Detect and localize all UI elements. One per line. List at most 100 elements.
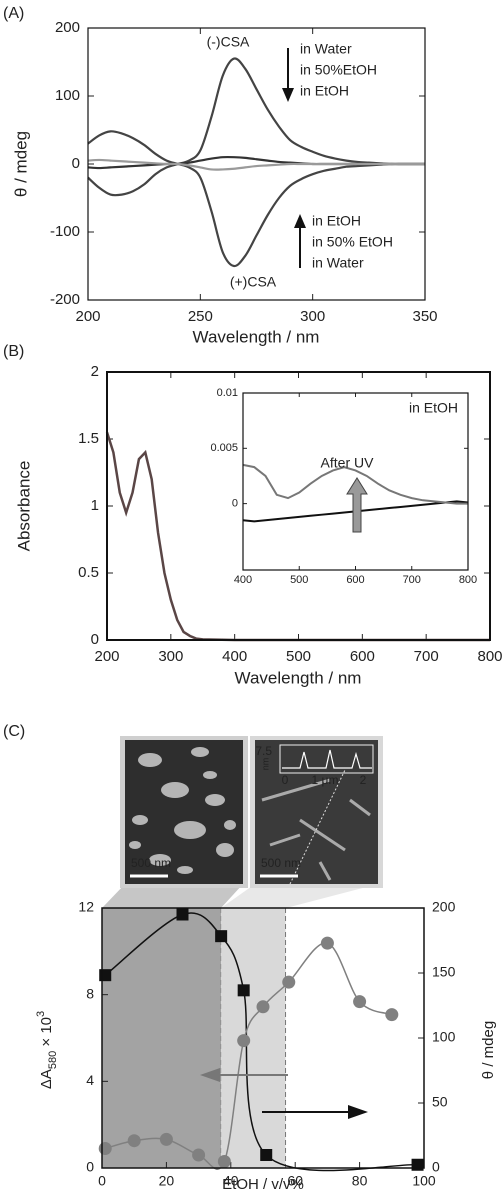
annotation: in EtOH xyxy=(312,213,361,229)
y-axis-label-part: 580 xyxy=(47,1051,59,1069)
x-axis-label: EtOH / v/v% xyxy=(222,1176,304,1193)
annotation: (-)CSA xyxy=(207,34,250,50)
y2-tick-label: 200 xyxy=(432,899,456,915)
y-tick-label: 12 xyxy=(78,899,94,915)
y-tick-label: 200 xyxy=(55,19,80,36)
x-tick-label: 0 xyxy=(98,1173,106,1189)
annotation: After UV xyxy=(321,455,375,471)
annotation: in 50%EtOH xyxy=(300,62,377,78)
afm-particle xyxy=(191,747,209,757)
marker xyxy=(260,1149,272,1161)
profile-label: nm xyxy=(260,758,270,771)
arrow-head xyxy=(294,214,306,228)
y-tick-label: 0 xyxy=(232,498,238,510)
marker xyxy=(215,930,227,942)
annotation: in Water xyxy=(300,41,352,57)
x-tick-label: 350 xyxy=(412,308,437,325)
afm-particle xyxy=(138,753,162,767)
y-tick-label: 0 xyxy=(86,1159,94,1175)
y2-axis-label: θ / mdeg xyxy=(480,1021,497,1079)
y-tick-label: 0.005 xyxy=(210,442,238,454)
y-tick-label: 1 xyxy=(91,497,99,514)
x-tick-label: 600 xyxy=(346,574,364,586)
marker xyxy=(321,937,334,950)
y-axis-label-part: 3 xyxy=(35,1011,47,1017)
x-axis-label: Wavelength / nm xyxy=(235,668,362,687)
marker xyxy=(160,1133,173,1146)
marker xyxy=(192,1149,205,1162)
x-tick-label: 300 xyxy=(300,308,325,325)
scale-bar-label: 500 nm xyxy=(131,856,171,870)
profile-label: 2 xyxy=(360,773,367,787)
x-tick-label: 80 xyxy=(352,1173,368,1189)
panel-label: (C) xyxy=(3,723,25,740)
y2-tick-label: 50 xyxy=(432,1094,448,1110)
series-line xyxy=(88,58,425,195)
x-tick-label: 700 xyxy=(403,574,421,586)
afm-particle xyxy=(129,841,141,849)
annotation: (+)CSA xyxy=(230,274,277,290)
annotation: in 50% EtOH xyxy=(312,234,393,250)
panel-label: (A) xyxy=(3,5,24,22)
figure: 200250300350-200-1000100200(-)CSAin Wate… xyxy=(0,0,503,1195)
marker xyxy=(99,969,111,981)
profile-label: 7.5 xyxy=(255,744,272,758)
x-tick-label: 400 xyxy=(222,648,247,665)
afm-particle xyxy=(177,866,193,874)
y-axis-label: ΔA580 × 103 xyxy=(35,1011,59,1089)
y-axis-label: θ / mdeg xyxy=(11,131,30,197)
y-tick-label: 1.5 xyxy=(78,430,99,447)
x-axis-label: Wavelength / nm xyxy=(193,327,320,346)
page: {"chart_data": [ {"type": "line", "panel… xyxy=(0,0,503,1195)
profile-label: 0 xyxy=(282,773,289,787)
x-tick-label: 800 xyxy=(459,574,477,586)
panel-label: (B) xyxy=(3,343,24,360)
marker xyxy=(353,995,366,1008)
x-tick-label: 600 xyxy=(350,648,375,665)
marker xyxy=(237,1034,250,1047)
y-tick-label: 2 xyxy=(91,363,99,380)
afm-particle xyxy=(205,794,225,806)
profile-label: 1 μm xyxy=(312,773,339,787)
afm-particle xyxy=(161,782,189,798)
y-tick-label: 0 xyxy=(72,155,80,172)
shaded-region xyxy=(102,908,221,1168)
x-tick-label: 100 xyxy=(412,1173,436,1189)
x-tick-label: 400 xyxy=(234,574,252,586)
y-tick-label: 0.5 xyxy=(78,564,99,581)
x-tick-label: 500 xyxy=(286,648,311,665)
marker xyxy=(412,1159,424,1171)
marker xyxy=(128,1134,141,1147)
annotation: in Water xyxy=(312,255,364,271)
afm-particle xyxy=(224,820,236,830)
marker xyxy=(177,909,189,921)
y-tick-label: -100 xyxy=(50,223,80,240)
y-axis-label-part: × 10 xyxy=(38,1017,55,1051)
afm-particle xyxy=(132,815,148,825)
marker xyxy=(238,984,250,996)
x-tick-label: 200 xyxy=(75,308,100,325)
marker xyxy=(99,1142,112,1155)
y-tick-label: 4 xyxy=(86,1072,94,1088)
y2-tick-label: 0 xyxy=(432,1159,440,1175)
x-tick-label: 500 xyxy=(290,574,308,586)
y-tick-label: 0 xyxy=(91,631,99,648)
y-tick-label: 8 xyxy=(86,985,94,1001)
scale-bar-label: 500 nm xyxy=(261,856,301,870)
x-tick-label: 250 xyxy=(188,308,213,325)
y-tick-label: 100 xyxy=(55,87,80,104)
marker xyxy=(385,1008,398,1021)
arrow-head xyxy=(282,88,294,102)
annotation: in EtOH xyxy=(409,400,458,416)
y2-tick-label: 150 xyxy=(432,964,456,980)
afm-particle xyxy=(203,771,217,779)
marker xyxy=(257,1000,270,1013)
marker xyxy=(218,1155,231,1168)
x-tick-label: 20 xyxy=(159,1173,175,1189)
marker xyxy=(282,976,295,989)
x-tick-label: 200 xyxy=(94,648,119,665)
annotation: in EtOH xyxy=(300,83,349,99)
afm-particle xyxy=(174,821,206,839)
y-axis-label: Absorbance xyxy=(14,461,33,552)
x-tick-label: 800 xyxy=(477,648,502,665)
